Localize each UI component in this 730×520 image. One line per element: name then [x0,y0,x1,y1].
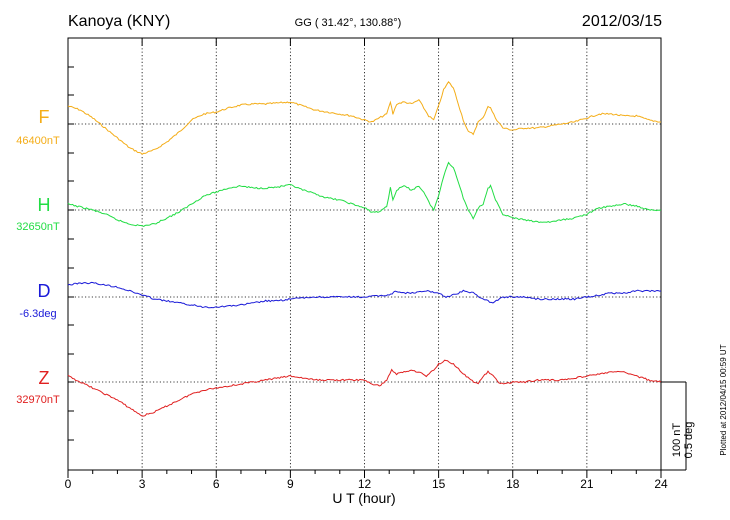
x-tick-label: 18 [506,477,520,491]
x-tick-label: 21 [580,477,594,491]
data-traces [67,80,662,417]
station-title: Kanoya (KNY) [68,13,170,30]
x-tick-label: 9 [287,477,294,491]
series-line-z [67,359,662,417]
series-labels: F 46400nT H 32650nT D -6.3deg Z 32970nT [16,107,60,406]
x-tick-label: 15 [432,477,446,491]
x-tick-labels: 0 3 6 9 12 15 18 21 24 [65,477,668,491]
x-tick-label: 0 [65,477,72,491]
plotted-at-note: Plotted at 2012/04/15 00:59 UT [719,344,728,455]
x-tick-label: 24 [654,477,668,491]
series-name-label: H [38,195,51,215]
series-baseline-label: 32970nT [16,394,60,406]
series-name-label: Z [39,368,50,388]
series-baseline-label: 46400nT [16,135,60,147]
series-name-label: D [38,281,51,301]
x-tick-label: 3 [139,477,146,491]
scale-bar: 100 nT 0.5 deg [661,381,695,471]
series-baseline-label: 32650nT [16,221,60,233]
x-tick-label: 6 [213,477,220,491]
grid-lines [68,38,661,470]
x-tick-label: 12 [358,477,372,491]
series-baseline-label: -6.3deg [19,308,56,320]
chart-date: 2012/03/15 [582,13,662,30]
station-coordinates: GG ( 31.42°, 130.88°) [295,17,402,29]
scale-bar-label-nt: 100 nT [671,423,683,458]
axis-ticks [67,37,662,478]
x-axis-label: U T (hour) [332,490,395,506]
series-line-d [67,281,662,309]
series-line-h [67,161,662,227]
series-name-label: F [39,107,50,127]
scale-bar-label-deg: 0.5 deg [683,422,695,459]
series-line-f [67,80,661,155]
